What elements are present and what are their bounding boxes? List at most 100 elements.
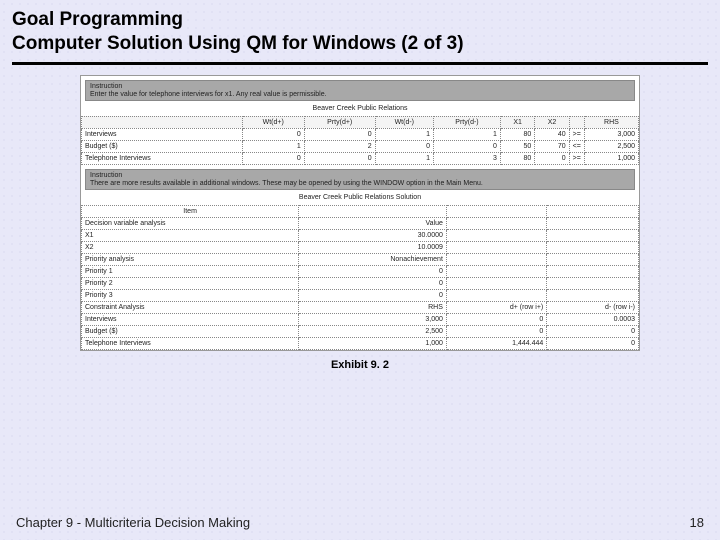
row-label: Telephone Interviews [82,337,299,349]
cell [446,241,546,253]
cell [446,253,546,265]
instruction-label-2: Instruction [90,172,630,179]
cell [547,217,639,229]
row-label: Budget ($) [82,140,243,152]
table-row: Priority analysisNonachievement [82,253,639,265]
table-row: Telephone Interviews1,0001,444.4440 [82,337,639,349]
rhs-cell[interactable]: 3,000 [584,128,638,140]
cell[interactable]: 50 [500,140,534,152]
row-label: Priority 2 [82,277,299,289]
input-table: Wt(d+)Prty(d+)Wt(d-)Prty(d-)X1X2 RHS Inte… [81,116,639,165]
input-col-header: Prty(d+) [304,116,375,128]
cell[interactable]: 0 [304,128,375,140]
cell[interactable]: 0 [242,128,304,140]
cell: 0 [547,337,639,349]
cell: 0 [299,277,447,289]
row-label: Priority 3 [82,289,299,301]
table-row: Telephone Interviews0013800>=1,000 [82,152,639,164]
title-line2: Computer Solution Using QM for Windows (… [12,33,464,54]
sign-cell: <= [569,140,584,152]
cell[interactable]: 80 [500,128,534,140]
rhs-cell[interactable]: 1,000 [584,152,638,164]
cell[interactable]: 70 [535,140,569,152]
table-row: Priority 20 [82,277,639,289]
cell: 0.0003 [547,313,639,325]
cell: 0 [299,289,447,301]
cell: RHS [299,301,447,313]
input-col-header [569,116,584,128]
instruction-label-1: Instruction [90,83,630,90]
row-label: Priority 1 [82,265,299,277]
cell: Value [299,217,447,229]
cell[interactable]: 1 [375,128,433,140]
title-divider [12,62,708,65]
cell [547,229,639,241]
instruction-box-2: Instruction There are more results avail… [85,169,635,190]
cell [446,265,546,277]
row-label: Constraint Analysis [82,301,299,313]
cell [446,217,546,229]
instruction-text-2: There are more results available in addi… [90,180,630,187]
cell[interactable]: 2 [304,140,375,152]
cell[interactable]: 1 [434,128,501,140]
row-label: Interviews [82,313,299,325]
row-label: X1 [82,229,299,241]
cell: 0 [299,265,447,277]
cell[interactable]: 0 [535,152,569,164]
table-row: Interviews00118040>=3,000 [82,128,639,140]
sign-cell: >= [569,152,584,164]
problem-title-1: Beaver Creek Public Relations [81,103,639,116]
slide-title: Goal Programming Computer Solution Using… [0,0,720,62]
solution-table: Item Decision variable analysisValueX130… [81,205,639,350]
cell[interactable]: 3 [434,152,501,164]
cell[interactable]: 40 [535,128,569,140]
rhs-cell[interactable]: 2,500 [584,140,638,152]
cell: 1,444.444 [446,337,546,349]
table-row: Budget ($)12005070<=2,500 [82,140,639,152]
input-col-header: RHS [584,116,638,128]
input-table-header-row: Wt(d+)Prty(d+)Wt(d-)Prty(d-)X1X2 RHS [82,116,639,128]
exhibit-caption: Exhibit 9. 2 [0,351,720,371]
cell [446,229,546,241]
cell: 30.0000 [299,229,447,241]
input-col-header: Wt(d-) [375,116,433,128]
input-col-header: X2 [535,116,569,128]
cell[interactable]: 0 [242,152,304,164]
table-row: X210.0009 [82,241,639,253]
cell [446,277,546,289]
table-row: X130.0000 [82,229,639,241]
cell[interactable]: 0 [375,140,433,152]
cell [547,265,639,277]
cell[interactable]: 0 [434,140,501,152]
row-label: Telephone Interviews [82,152,243,164]
table-row: Decision variable analysisValue [82,217,639,229]
row-label: X2 [82,241,299,253]
cell [547,277,639,289]
input-col-header: Prty(d-) [434,116,501,128]
table-row: Budget ($)2,50000 [82,325,639,337]
row-label: Decision variable analysis [82,217,299,229]
cell[interactable]: 80 [500,152,534,164]
cell: 3,000 [299,313,447,325]
cell[interactable]: 0 [304,152,375,164]
row-label: Budget ($) [82,325,299,337]
footer-page-number: 18 [690,515,704,530]
table-row: Interviews3,00000.0003 [82,313,639,325]
problem-title-2: Beaver Creek Public Relations Solution [81,192,639,205]
row-label: Interviews [82,128,243,140]
cell[interactable]: 1 [375,152,433,164]
input-col-header [82,116,243,128]
cell [547,253,639,265]
cell: 0 [547,325,639,337]
footer-chapter: Chapter 9 - Multicriteria Decision Makin… [16,515,250,530]
cell[interactable]: 1 [242,140,304,152]
cell: Nonachievement [299,253,447,265]
cell: 0 [446,313,546,325]
slide-footer: Chapter 9 - Multicriteria Decision Makin… [16,515,704,530]
table-row: Priority 10 [82,265,639,277]
instruction-text-1: Enter the value for telephone interviews… [90,91,630,98]
input-col-header: X1 [500,116,534,128]
input-col-header: Wt(d+) [242,116,304,128]
table-row: Constraint AnalysisRHSd+ (row i+)d- (row… [82,301,639,313]
cell: d- (row i-) [547,301,639,313]
